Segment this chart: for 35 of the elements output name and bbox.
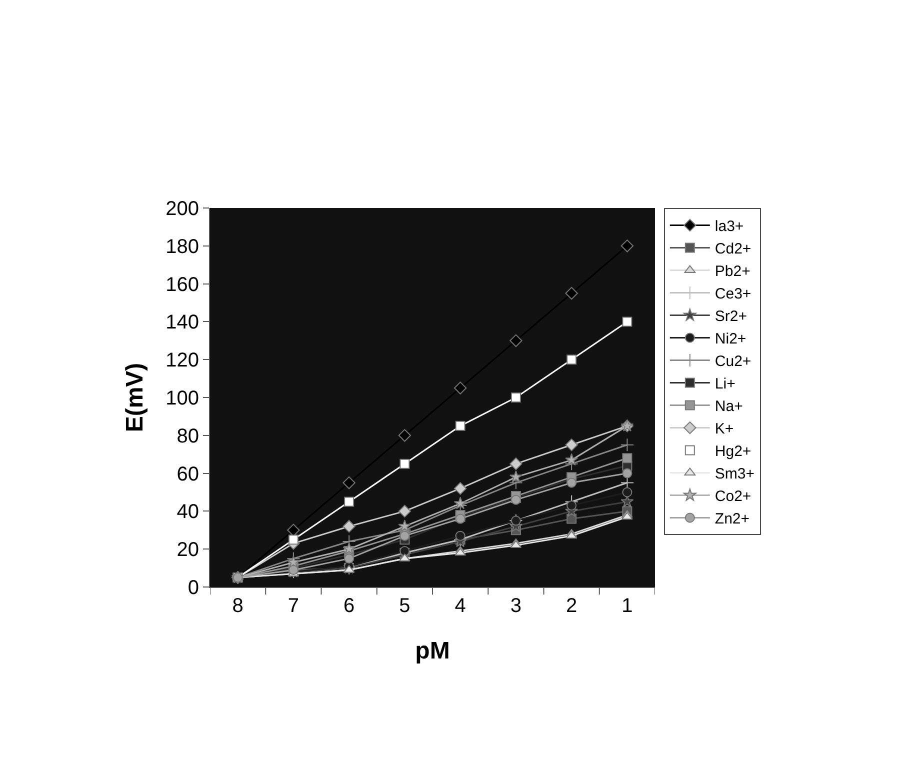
legend-label: Na+ (714, 398, 744, 416)
legend-label: Pb2+ (714, 263, 751, 280)
x-tick-label: 6 (343, 595, 355, 617)
y-tick-label: 40 (176, 501, 199, 524)
y-tick-label: 0 (188, 577, 199, 599)
y-tick-label: 100 (166, 388, 199, 410)
x-tick-label: 7 (288, 595, 300, 617)
x-tick-label: 2 (566, 595, 578, 617)
legend-label: Li+ (714, 376, 736, 393)
y-tick-label: 180 (166, 236, 199, 258)
y-tick-label: 20 (176, 539, 199, 562)
y-tick-label: 120 (166, 350, 199, 372)
y-tick-label: 80 (176, 425, 199, 448)
legend-label: Ce3+ (714, 286, 752, 303)
legend-label: Cu2+ (714, 353, 752, 370)
legend-label: K+ (714, 420, 734, 438)
legend-label: la3+ (714, 218, 744, 236)
legend-label: Sr2+ (714, 308, 748, 326)
y-tick-label: 60 (176, 463, 199, 486)
y-tick-label: 160 (166, 274, 199, 296)
legend-label: Ni2+ (714, 330, 746, 348)
legend-label: Hg2+ (714, 443, 752, 460)
legend-label: Sm3+ (714, 466, 755, 483)
legend-label: Zn2+ (714, 510, 750, 528)
x-tick-label: 4 (454, 595, 466, 617)
x-tick-label: 3 (510, 595, 522, 617)
legend-label: Co2+ (714, 488, 752, 506)
y-axis-title: E(mV) (122, 362, 149, 432)
legend-label: Cd2+ (714, 240, 752, 258)
x-axis-title: pM (415, 637, 450, 664)
x-tick-label: 8 (232, 595, 244, 617)
x-tick-label: 5 (399, 595, 410, 617)
y-tick-label: 200 (166, 198, 199, 220)
y-tick-label: 140 (166, 312, 199, 334)
x-tick-label: 1 (622, 595, 633, 617)
